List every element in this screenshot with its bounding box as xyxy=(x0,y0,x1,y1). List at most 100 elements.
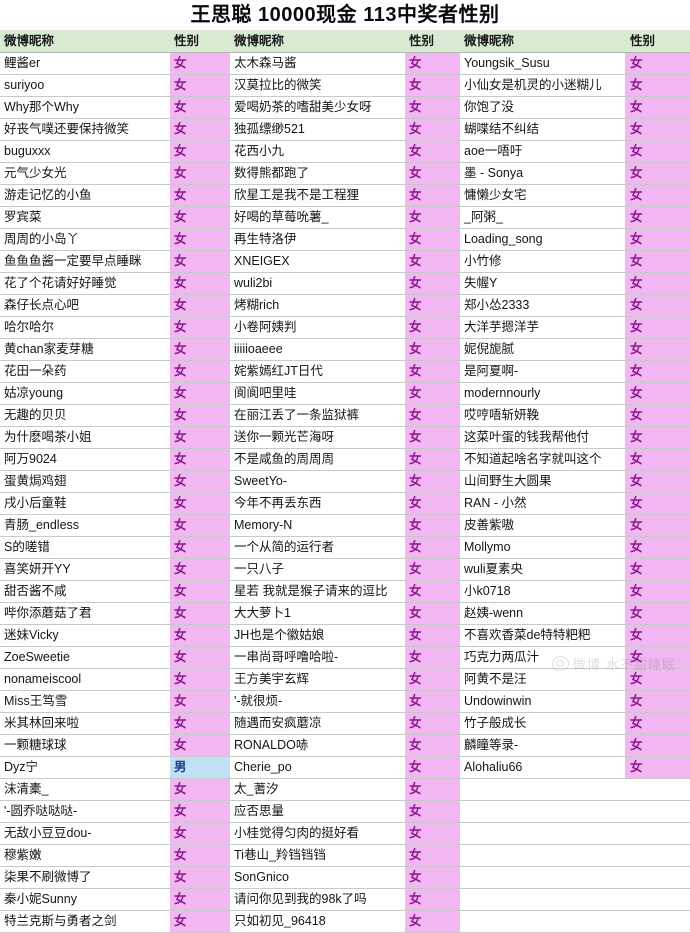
column-header-nickname-1: 微博昵称 xyxy=(0,30,170,53)
gender-cell-female: 女 xyxy=(170,338,230,361)
gender-cell-female: 女 xyxy=(170,206,230,229)
gender-cell-female: 女 xyxy=(625,162,690,185)
nickname-cell: 慵懒少女宅 xyxy=(460,184,625,207)
gender-cell-female: 女 xyxy=(170,536,230,559)
gender-cell-female: 女 xyxy=(170,866,230,889)
nickname-cell: 烤糊rich xyxy=(230,294,405,317)
nickname-cell: 失幄Y xyxy=(460,272,625,295)
gender-cell-female: 女 xyxy=(405,536,460,559)
gender-cell-female: 女 xyxy=(625,74,690,97)
nickname-cell: 无趣的贝贝 xyxy=(0,404,170,427)
page-title: 王思聪 10000现金 113中奖者性别 xyxy=(190,4,500,26)
nickname-cell: 独孤缥缈521 xyxy=(230,118,405,141)
nickname-cell: 阿黄不是汪 xyxy=(460,668,625,691)
nickname-cell: 在丽江丢了一条监狱裤 xyxy=(230,404,405,427)
table-row: 无敌小豆豆dou- 女小桂觉得匀肉的挺好看女 xyxy=(0,822,690,845)
nickname-cell: Undowinwin xyxy=(460,690,625,713)
nickname-cell: 王方美宇玄辉 xyxy=(230,668,405,691)
nickname-cell: S的嗟错 xyxy=(0,536,170,559)
nickname-cell: 数得熊都跑了 xyxy=(230,162,405,185)
gender-cell-female: 女 xyxy=(170,558,230,581)
gender-cell-female: 女 xyxy=(170,646,230,669)
nickname-cell: nonameiscool xyxy=(0,668,170,691)
nickname-cell: JH也是个徽姑娘 xyxy=(230,624,405,647)
table-row: buguxxx 女花西小九女 aoe一唔吁女 xyxy=(0,140,690,163)
table-row: '-圆乔哒哒哒- 女应否思量女 xyxy=(0,800,690,823)
empty-cell xyxy=(625,888,690,911)
table-row: 一颗糖球球女 RONALDO哧女麟瞳等录- 女 xyxy=(0,734,690,757)
nickname-cell: 你饱了没 xyxy=(460,96,625,119)
nickname-cell: 太_蓍汐 xyxy=(230,778,405,801)
nickname-cell: '-圆乔哒哒哒- xyxy=(0,800,170,823)
gender-cell-female: 女 xyxy=(405,140,460,163)
gender-cell-female: 女 xyxy=(405,580,460,603)
gender-cell-female: 女 xyxy=(405,492,460,515)
gender-cell-female: 女 xyxy=(170,602,230,625)
gender-cell-female: 女 xyxy=(625,360,690,383)
gender-cell-female: 女 xyxy=(170,844,230,867)
nickname-cell: Alohaliu66 xyxy=(460,756,625,779)
gender-cell-female: 女 xyxy=(170,690,230,713)
nickname-cell: 穆紫嫩 xyxy=(0,844,170,867)
gender-cell-female: 女 xyxy=(170,382,230,405)
gender-cell-female: 女 xyxy=(170,778,230,801)
empty-cell xyxy=(460,844,625,867)
nickname-cell: 哔你添蘑菇了君 xyxy=(0,602,170,625)
gender-cell-female: 女 xyxy=(625,250,690,273)
gender-cell-female: 女 xyxy=(405,646,460,669)
gender-cell-female: 女 xyxy=(170,52,230,75)
nickname-cell: 不知道起啥名字就叫这个 xyxy=(460,448,625,471)
gender-cell-female: 女 xyxy=(625,338,690,361)
nickname-cell: 黄chan家麦芽糖 xyxy=(0,338,170,361)
gender-cell-female: 女 xyxy=(405,668,460,691)
nickname-cell: '-就很烦- xyxy=(230,690,405,713)
gender-cell-female: 女 xyxy=(405,690,460,713)
nickname-cell: 大洋芋摁洋芋 xyxy=(460,316,625,339)
gender-cell-female: 女 xyxy=(625,624,690,647)
nickname-cell: 郑小怂2333 xyxy=(460,294,625,317)
nickname-cell: 蛋黄焗鸡翅 xyxy=(0,470,170,493)
title-bar: 王思聪 10000现金 113中奖者性别 xyxy=(0,0,690,30)
nickname-cell: 鱼鱼鱼酱一定要早点睡眯 xyxy=(0,250,170,273)
table-row: suriyoo 女汉莫拉比的微笑女小仙女是机灵的小迷糊儿女 xyxy=(0,74,690,97)
empty-cell xyxy=(460,778,625,801)
gender-cell-female: 女 xyxy=(405,184,460,207)
table-row: 喜笑妍开YY 女一只八子女 wuli夏素央女 xyxy=(0,558,690,581)
nickname-cell: Why那个Why xyxy=(0,96,170,119)
empty-cell xyxy=(460,866,625,889)
nickname-cell: 周周的小岛丫 xyxy=(0,228,170,251)
nickname-cell: 无敌小豆豆dou- xyxy=(0,822,170,845)
nickname-cell: 柒果不刷微博了 xyxy=(0,866,170,889)
table-row: 为什麽喝茶小姐女送你一颗光芒海呀女这菜叶蛋的钱我帮他付女 xyxy=(0,426,690,449)
gender-cell-female: 女 xyxy=(405,844,460,867)
nickname-cell: 哎哼唔斩妍鞔 xyxy=(460,404,625,427)
gender-cell-female: 女 xyxy=(405,822,460,845)
nickname-cell: buguxxx xyxy=(0,140,170,163)
table-row: 黄chan家麦芽糖女 iiiiioaeee 女妮倪旎腻女 xyxy=(0,338,690,361)
gender-cell-female: 女 xyxy=(170,96,230,119)
gender-cell-female: 女 xyxy=(405,514,460,537)
table-row: 秦小妮Sunny 女请问你见到我的98k了吗女 xyxy=(0,888,690,911)
gender-cell-female: 女 xyxy=(405,294,460,317)
table-row: 青肠_endless 女 Memory-N 女皮善紫嗷女 xyxy=(0,514,690,537)
gender-cell-female: 女 xyxy=(405,888,460,911)
gender-cell-female: 女 xyxy=(405,228,460,251)
nickname-cell: 汉莫拉比的微笑 xyxy=(230,74,405,97)
table-row: 花田一朵药女姹紫嫣红JT日代女是阿夏啊- 女 xyxy=(0,360,690,383)
table-row: 无趣的贝贝女在丽江丢了一条监狱裤女哎哼唔斩妍鞔女 xyxy=(0,404,690,427)
table-row: 哈尔哈尔女小卷阿姨判女大洋芋摁洋芋女 xyxy=(0,316,690,339)
empty-cell xyxy=(625,844,690,867)
nickname-cell: wuli夏素央 xyxy=(460,558,625,581)
gender-cell-female: 女 xyxy=(170,580,230,603)
gender-cell-female: 女 xyxy=(625,668,690,691)
nickname-cell: 不喜欢香菜de特特粑粑 xyxy=(460,624,625,647)
gender-cell-female: 女 xyxy=(625,118,690,141)
nickname-cell: suriyoo xyxy=(0,74,170,97)
table-header: 微博昵称 性别 微博昵称 性别 微博昵称 性别 xyxy=(0,30,690,53)
empty-cell xyxy=(625,800,690,823)
gender-cell-female: 女 xyxy=(405,470,460,493)
column-header-gender-2: 性别 xyxy=(405,30,460,53)
table-row: 戌小后童鞋女今年不再丢东西女 RAN - 小然女 xyxy=(0,492,690,515)
nickname-cell: 喜笑妍开YY xyxy=(0,558,170,581)
gender-cell-female: 女 xyxy=(625,206,690,229)
